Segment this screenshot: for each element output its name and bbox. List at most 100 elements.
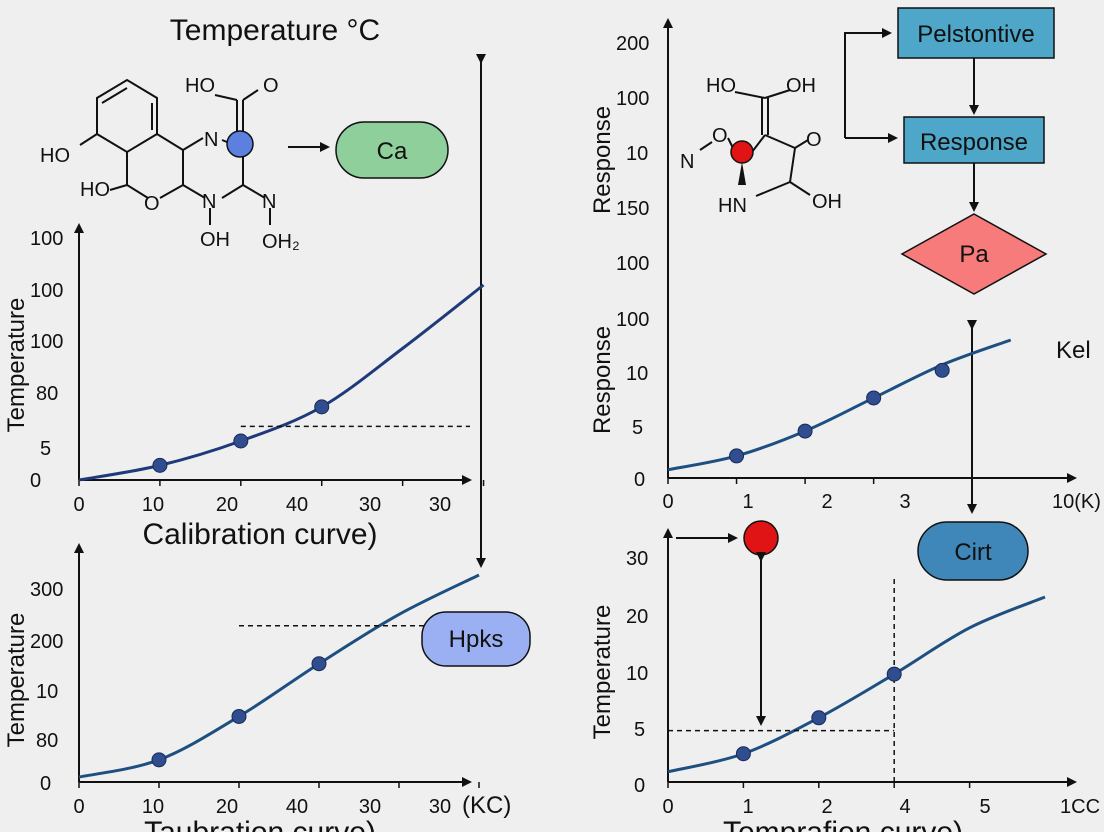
x-tick-label: 3 (899, 491, 910, 513)
x-tick-label: 20 (216, 796, 238, 818)
y-tick-label: 5 (632, 417, 643, 439)
y-axis-label: Response (589, 106, 616, 214)
y-tick-label: 0 (30, 470, 41, 492)
chart-temperature-bottom-right (663, 528, 1077, 788)
red-dot-marker (743, 520, 779, 556)
series-line (78, 283, 485, 482)
blue-atom (226, 130, 254, 158)
bond (764, 134, 796, 149)
labels-top-right: Response Response 10(K) 0 5 10 100 100 1… (589, 33, 1101, 513)
y-tick-label: 300 (30, 579, 63, 601)
bond (182, 137, 204, 151)
bond (242, 89, 259, 101)
benzene-ring (96, 78, 158, 154)
data-point (866, 390, 882, 406)
series-line (667, 338, 1012, 472)
x-tick-label: 30 (429, 494, 451, 516)
atom-label: O (806, 129, 822, 151)
atom-label: O (263, 75, 279, 97)
y-axis-label: Temperature (589, 605, 616, 740)
x-tick-label: 20 (216, 494, 238, 516)
atom-label: OH₂ (262, 231, 300, 253)
labels-bottom-right: Temperature Temprafion curve) 1CC 0 5 10… (589, 548, 1100, 832)
y-tick-label: 10 (626, 363, 648, 385)
pa-node: Pa (900, 213, 1048, 295)
data-point (735, 746, 751, 762)
data-point (152, 457, 168, 473)
x-tick-label: 1 (742, 491, 753, 513)
bond (699, 141, 713, 151)
atom-label: N (204, 129, 218, 151)
atom-label: HO (706, 75, 736, 97)
page-title: Temperature °C (170, 14, 380, 47)
y-axis-label: Temperature (3, 298, 30, 433)
series-line (667, 595, 1046, 774)
x-tick-label: 0 (73, 494, 84, 516)
x-tick-label: 0 (662, 491, 673, 513)
x-unit-label: 10(K) (1052, 491, 1101, 513)
series-line (78, 573, 480, 779)
bond (242, 184, 266, 199)
atom-label: HO (80, 179, 110, 201)
data-point (233, 433, 249, 449)
y-tick-label: 200 (616, 33, 649, 55)
wedge-bond (738, 162, 746, 185)
atom-label: HN (718, 195, 747, 217)
data-point (314, 399, 330, 415)
y-axis-label: Temperature (3, 613, 30, 748)
x-unit-label: (KC) (462, 792, 511, 819)
bond (214, 94, 238, 101)
y-tick-label: 150 (616, 198, 649, 220)
atom-label: N (680, 151, 694, 173)
atom-label: HO (185, 75, 215, 97)
y-tick-label: 100 (616, 309, 649, 331)
x-tick-label: 30 (359, 796, 381, 818)
bond (751, 134, 766, 153)
pelstontive-node: Pelstontive (897, 7, 1055, 59)
red-atom (730, 140, 754, 164)
y-tick-label: 10 (36, 681, 58, 703)
x-tick-label: 2 (821, 796, 832, 818)
bond (182, 184, 206, 199)
x-tick-label: 10 (142, 796, 164, 818)
y-tick-label: 100 (30, 228, 63, 250)
y-tick-label: 100 (30, 331, 63, 353)
atom-label: OH (786, 75, 816, 97)
labels-top-left: Temperature Calibration curve) 0 5 80 10… (3, 228, 451, 551)
bond (789, 147, 796, 183)
atom-label: N (262, 191, 276, 213)
data-point (797, 423, 813, 439)
bond (159, 184, 184, 199)
x-tick-label: 1 (742, 796, 753, 818)
pa-label: Pa (959, 241, 989, 268)
connector-to-pelstontive (844, 28, 892, 138)
kel-label: Kel (1056, 337, 1091, 364)
data-point (729, 448, 745, 464)
bond (221, 184, 244, 199)
bond (734, 91, 766, 99)
y-tick-label: 0 (40, 773, 51, 795)
y-axis-label: Response (589, 326, 616, 434)
bond (79, 133, 98, 146)
chart-calibration-top-left (74, 223, 485, 486)
bond (126, 184, 149, 199)
x-tick-label: 5 (979, 796, 990, 818)
x-tick-label: 40 (286, 494, 308, 516)
x-tick-label: 30 (359, 494, 381, 516)
ca-node: Ca (335, 121, 449, 179)
x-axis-label: Temprafion curve) (723, 816, 963, 832)
y-tick-label: 0 (634, 469, 645, 491)
hpks-node: Hpks (421, 611, 531, 667)
x-axis-label: Taubration curve) (144, 816, 376, 832)
y-tick-label: 100 (616, 253, 649, 275)
atom-label: OH (812, 191, 842, 213)
atom-label: HO (40, 145, 70, 167)
bond (764, 89, 791, 99)
y-tick-label: 100 (616, 88, 649, 110)
labels-bottom-left: Temperature Taubration curve) (KC) 0 80 … (3, 579, 511, 832)
data-point (811, 710, 827, 726)
y-tick-label: 80 (36, 383, 58, 405)
x-tick-label: 0 (73, 796, 84, 818)
data-point (151, 752, 167, 768)
